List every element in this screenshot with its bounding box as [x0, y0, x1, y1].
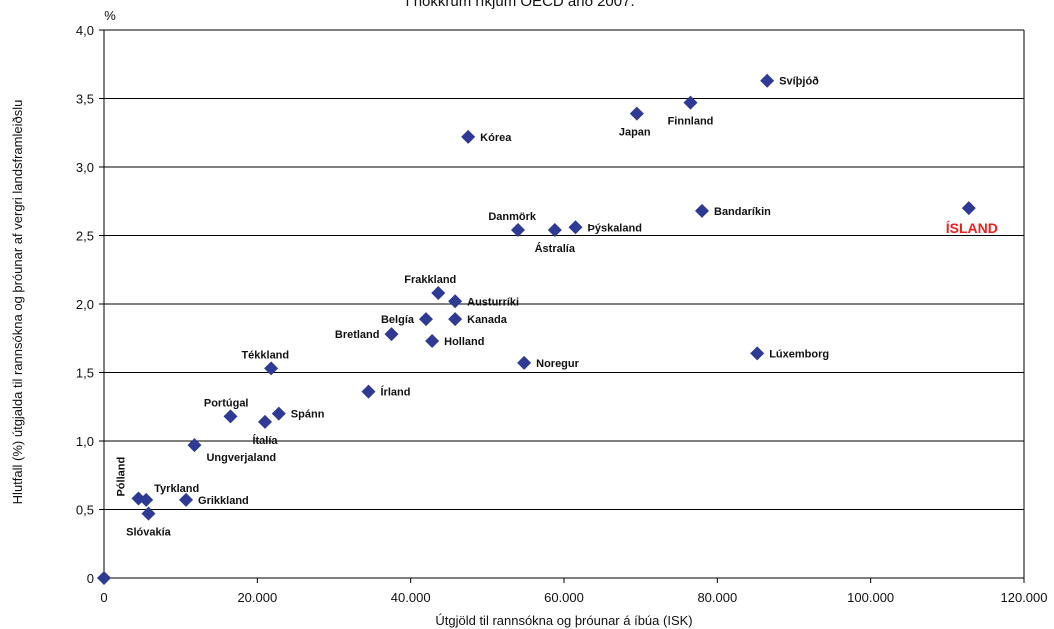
data-point-4: [695, 203, 709, 218]
data-label-17: Tékkland: [241, 349, 289, 361]
data-point-11: [419, 312, 433, 327]
data-label-6: Þýskaland: [588, 222, 642, 234]
data-point-8: [547, 223, 562, 238]
y-tick-label-8: 4,0: [76, 23, 94, 38]
data-point-9: [431, 286, 446, 301]
data-label-15: Lúxemborg: [769, 348, 829, 360]
data-label-7: Danmörk: [488, 211, 537, 223]
y-axis-title: Hlutfall (%) útgjalda til rannsókna og þ…: [10, 100, 25, 505]
data-point-27: [97, 571, 111, 585]
data-label-14: Holland: [444, 336, 484, 348]
y-tick-label-0: 0: [87, 571, 94, 586]
data-point-2: [629, 106, 644, 121]
data-label-3: Kórea: [480, 132, 512, 144]
data-point-21: [258, 414, 272, 429]
data-label-0: Svíþjóð: [779, 76, 819, 88]
data-point-layer: [97, 73, 976, 585]
data-point-24: [139, 492, 154, 507]
x-axis-title: Útgjöld til rannsókna og þróunar á íbúa …: [435, 613, 692, 628]
data-label-26: Slóvakía: [126, 527, 172, 539]
y-tick-label-4: 2,0: [76, 297, 94, 312]
data-label-10: Austurríki: [467, 296, 519, 308]
y-tick-label-7: 3,5: [76, 92, 94, 107]
axis-layer: [99, 29, 1025, 583]
x-tick-label-3: 60.000: [544, 590, 584, 605]
data-label-11: Belgía: [381, 314, 415, 326]
y-unit-label: %: [104, 8, 116, 23]
data-point-14: [425, 333, 440, 348]
data-label-5: ÍSLAND: [946, 220, 998, 236]
x-tick-label-0: 0: [100, 590, 107, 605]
data-label-12: Kanada: [467, 314, 508, 326]
data-label-layer: Svíþjóð Finnland Japan Kórea Bandaríkin ÍSLAN…: [116, 76, 998, 539]
data-label-8: Ástralía: [535, 242, 576, 255]
y-tick-label-1: 0,5: [76, 503, 94, 518]
y-tick-label-6: 3,0: [76, 160, 94, 175]
y-tick-label-5: 2,5: [76, 229, 94, 244]
data-point-18: [361, 384, 376, 399]
data-point-16: [517, 355, 532, 370]
data-point-26: [141, 506, 156, 521]
data-point-3: [461, 129, 476, 144]
data-point-6: [568, 220, 583, 235]
chart-title: í nokkrum ríkjum OECD árið 2007.: [405, 0, 634, 10]
data-point-22: [187, 438, 202, 453]
data-point-17: [264, 361, 279, 376]
data-label-22: Ungverjaland: [206, 452, 276, 464]
data-label-23: Pólland: [116, 457, 128, 497]
data-label-1: Finnland: [668, 116, 714, 128]
data-label-18: Írland: [381, 386, 411, 399]
x-tick-label-4: 80.000: [697, 590, 737, 605]
data-label-20: Spánn: [291, 409, 325, 421]
grid-layer: [104, 29, 1024, 510]
data-label-9: Frakkland: [404, 274, 456, 286]
tick-label-layer: 0 0,5 1,0 1,5 2,0 2,5 3,0 3,5 4,0 0 20.000 40.000 60…: [76, 23, 1048, 605]
data-point-5: [961, 201, 976, 216]
data-point-15: [750, 346, 765, 361]
data-point-25: [179, 492, 194, 507]
x-tick-label-2: 40.000: [391, 590, 431, 605]
data-label-2: Japan: [619, 127, 651, 139]
data-label-16: Noregur: [536, 358, 580, 370]
data-point-10: [448, 294, 463, 309]
y-tick-label-2: 1,0: [76, 434, 94, 449]
data-label-25: Grikkland: [198, 495, 249, 507]
data-point-1: [683, 95, 698, 110]
data-point-20: [271, 406, 286, 421]
data-point-12: [448, 312, 463, 327]
data-label-4: Bandaríkin: [714, 206, 771, 218]
data-point-0: [760, 73, 775, 88]
y-tick-label-3: 1,5: [76, 366, 94, 381]
data-label-21: Ítalía: [252, 434, 278, 447]
data-point-19: [223, 409, 238, 424]
data-label-13: Bretland: [335, 329, 380, 341]
data-label-24: Tyrkland: [154, 483, 199, 495]
x-tick-label-6: 120.000: [1001, 590, 1048, 605]
data-label-19: Portúgal: [204, 397, 249, 409]
data-point-13: [384, 327, 399, 342]
data-point-7: [511, 223, 525, 238]
x-tick-label-5: 100.000: [847, 590, 894, 605]
x-tick-label-1: 20.000: [237, 590, 277, 605]
